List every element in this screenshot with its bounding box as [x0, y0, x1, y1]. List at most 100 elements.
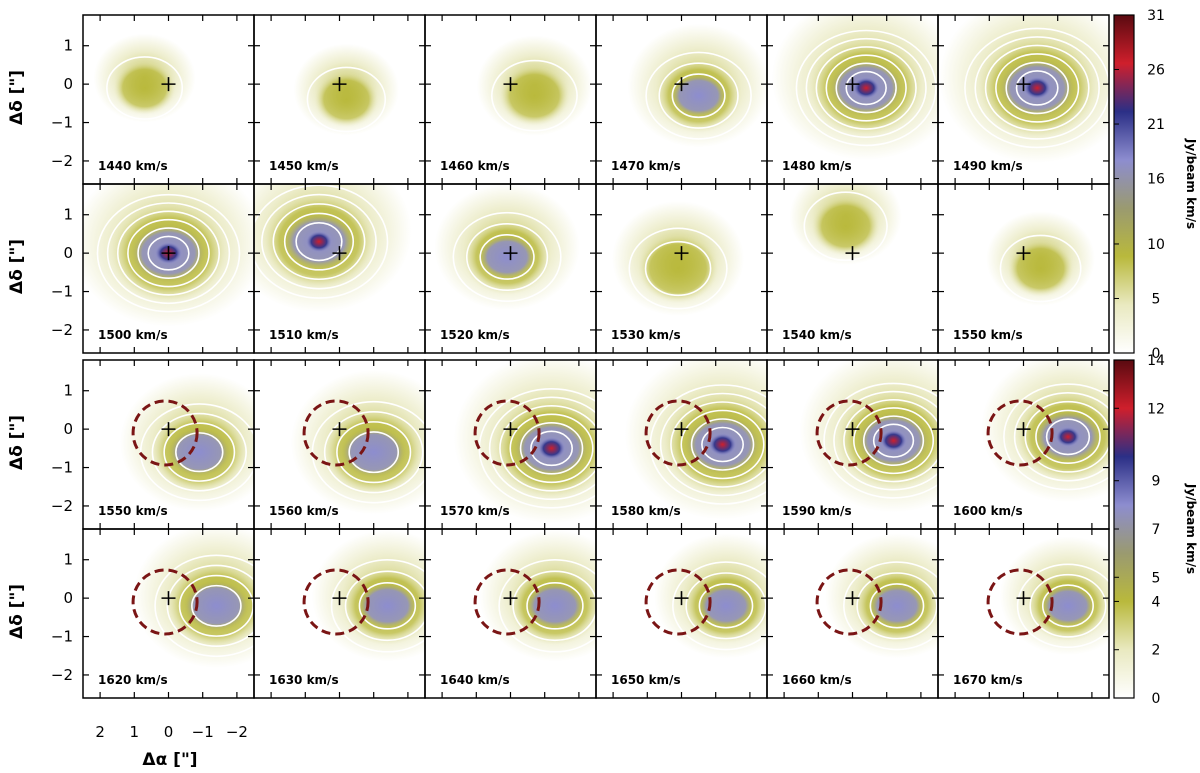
contour-line [465, 222, 549, 291]
contour-line [964, 27, 1109, 149]
center-plus-marker [332, 591, 347, 606]
contour-line [166, 564, 254, 648]
contour-line [498, 559, 596, 653]
velocity-label: 1530 km/s [611, 328, 681, 342]
contour-line [853, 407, 935, 475]
contour-line [803, 191, 888, 262]
emission-core [113, 61, 176, 115]
contour-line [479, 234, 535, 280]
contour-line [526, 582, 584, 630]
contour-line [499, 405, 596, 492]
y-tick-label: 1 [63, 37, 73, 55]
colorbar-tick-label: 12 [1147, 401, 1165, 417]
contour-line [272, 203, 366, 281]
colorbar-tick-label: 21 [1147, 117, 1165, 133]
emission-bright [478, 234, 536, 280]
contour-line [685, 572, 767, 640]
colorbar-tick-label: 31 [1147, 8, 1165, 24]
contour-line [344, 570, 425, 642]
velocity-label: 1540 km/s [782, 328, 852, 342]
contour-line [823, 382, 938, 499]
velocity-label: 1550 km/s [98, 504, 168, 518]
panel-1-3 [596, 360, 767, 529]
contour-line [659, 392, 767, 497]
velocity-label: 1580 km/s [611, 504, 681, 518]
contour-line [1029, 573, 1107, 638]
contour-line [1041, 584, 1094, 628]
center-plus-marker [332, 422, 347, 437]
colorbar-tick-label: 4 [1152, 594, 1161, 610]
y-tick-label: −1 [51, 628, 73, 646]
colorbar-tick-label: 7 [1152, 522, 1161, 538]
center-plus-marker [845, 246, 860, 261]
velocity-label: 1660 km/s [782, 673, 852, 687]
contour-line [1045, 418, 1091, 456]
center-plus-marker [161, 591, 176, 606]
contour-line [701, 426, 744, 463]
dashed-circle [131, 568, 199, 636]
contour-line [512, 570, 596, 642]
emission-peak [880, 430, 907, 452]
contour-line [869, 583, 925, 629]
contour-line [835, 62, 897, 114]
contour-line [336, 421, 412, 484]
contour-line [530, 430, 573, 467]
center-plus-marker [332, 246, 347, 261]
panel-grid [83, 15, 1109, 698]
center-plus-marker [674, 422, 689, 437]
x-tick-label: −2 [226, 723, 248, 741]
colorbar-tick-label: 0 [1152, 691, 1161, 707]
contour-line [191, 584, 242, 627]
panel-1-8 [425, 529, 596, 698]
contour-line [644, 240, 712, 297]
contour-line [488, 396, 596, 501]
colorbar-tick-label: 10 [1147, 237, 1165, 253]
velocity-label: 1590 km/s [782, 504, 852, 518]
contour-line [1016, 563, 1109, 649]
contour-line [306, 66, 387, 133]
axes-labels: 1 0 −1 −2 Δδ ["] 1 0 −1 −2 Δδ ["] 1 0 −1 −2 Δδ ["] 1 0 −1… [7, 37, 248, 770]
colorbar-0 [1113, 14, 1135, 354]
center-plus-marker [1016, 422, 1031, 437]
contour-line [628, 227, 728, 310]
contour-line [175, 432, 224, 473]
contour-line [672, 561, 767, 651]
panel-0-4 [767, 15, 938, 184]
velocity-label: 1550 km/s [953, 328, 1023, 342]
velocity-label: 1650 km/s [611, 673, 681, 687]
contour-line [116, 210, 221, 296]
contour-line [348, 431, 400, 474]
contour-line [106, 202, 231, 305]
y-axis-title: Δδ ["] [7, 584, 27, 639]
colorbar-label: Jy/beam km/s [1184, 138, 1198, 229]
contour-line [519, 422, 584, 475]
center-plus-marker [845, 77, 860, 92]
panel-0-11 [938, 184, 1109, 353]
contour-line [151, 412, 247, 492]
y-axis-title: Δδ ["] [7, 239, 27, 294]
velocity-label: 1450 km/s [269, 159, 339, 173]
emission-bright [1041, 585, 1095, 627]
emission-core [637, 234, 719, 303]
center-plus-marker [674, 77, 689, 92]
contour-line [452, 211, 562, 303]
y-tick-label: 1 [63, 206, 73, 224]
contour-line [698, 583, 754, 629]
colorbar-tick-label: 16 [1147, 172, 1165, 188]
contour-line [649, 384, 767, 505]
contour-line [670, 401, 767, 488]
y-tick-label: 0 [63, 589, 73, 607]
panel-1-5 [938, 360, 1109, 529]
emission-peak [1023, 76, 1051, 100]
emission-bright [183, 580, 249, 632]
panel-1-1 [254, 360, 425, 529]
velocity-label: 1640 km/s [440, 673, 510, 687]
panel-0-10 [767, 184, 938, 353]
contour-line [645, 51, 752, 140]
emission-bright [357, 582, 417, 629]
velocity-label: 1510 km/s [269, 328, 339, 342]
panel-1-0 [83, 360, 254, 529]
contour-line [96, 193, 241, 313]
emission-bright [341, 426, 407, 478]
panel-0-3 [596, 15, 767, 184]
